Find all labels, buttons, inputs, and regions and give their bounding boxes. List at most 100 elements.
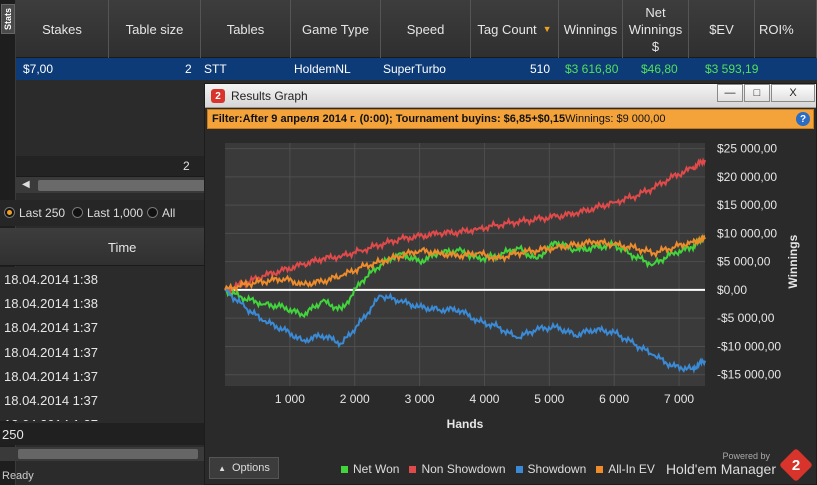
radio-last-250[interactable] bbox=[4, 207, 15, 218]
col-speed[interactable]: Speed bbox=[381, 0, 471, 58]
x-tick-label: 1 000 bbox=[275, 392, 305, 406]
legend-swatch bbox=[341, 465, 348, 473]
cell-net-winnings: $46,80 bbox=[641, 62, 678, 76]
col-tag-count[interactable]: Tag Count ▼ bbox=[471, 0, 559, 58]
col-ev[interactable]: $EV bbox=[689, 0, 755, 58]
hand-count: 250 bbox=[0, 423, 204, 445]
results-chart: $25 000,00 $20 000,00 $15 000,00 $10 000,00… bbox=[205, 130, 816, 440]
series-lines bbox=[224, 157, 706, 375]
x-axis-label: Hands bbox=[447, 417, 484, 431]
results-graph-window: 2 Results Graph — □ X Filter: After 9 ап… bbox=[204, 83, 817, 485]
series-line-showdown bbox=[224, 287, 706, 375]
hands-filter-row: Last 250 Last 1,000 All bbox=[0, 200, 204, 226]
cell-ev: $3 593,19 bbox=[705, 62, 759, 76]
legend-swatch bbox=[409, 465, 417, 473]
cell-winnings: $3 616,80 bbox=[565, 62, 619, 76]
chart-svg: $25 000,00 $20 000,00 $15 000,00 $10 000,00… bbox=[224, 142, 800, 431]
window-title: Results Graph bbox=[231, 89, 308, 103]
chart-legend: Net Won Non Showdown Showdown All-In EV bbox=[341, 461, 665, 477]
maximize-button[interactable]: □ bbox=[744, 84, 770, 102]
scroll-left-icon[interactable]: ◀ bbox=[22, 179, 30, 190]
x-tick-label: 4 000 bbox=[469, 392, 499, 406]
legend-item-net-won[interactable]: Net Won bbox=[341, 461, 399, 477]
cell-stakes: $7,00 bbox=[23, 62, 54, 76]
x-tick-label: 2 000 bbox=[340, 392, 370, 406]
chevron-up-icon: ▲ bbox=[218, 463, 226, 473]
list-scroll-thumb[interactable] bbox=[18, 449, 198, 459]
series-line-non-showdown bbox=[224, 157, 706, 295]
x-tick-label: 7 000 bbox=[664, 392, 694, 406]
x-tick-labels: 1 000 2 000 3 000 4 000 5 000 6 000 7 000 bbox=[275, 392, 695, 406]
filter-bar[interactable]: Filter: After 9 апреля 2014 г. (0:00); T… bbox=[207, 109, 814, 129]
list-item[interactable]: 18.04.2014 1:37 bbox=[4, 368, 98, 384]
radio-all[interactable] bbox=[147, 207, 158, 218]
filter-prefix: Filter: bbox=[212, 113, 243, 125]
y-tick-label: $20 000,00 bbox=[717, 170, 777, 184]
col-winnings[interactable]: Winnings bbox=[559, 0, 623, 58]
options-label: Options bbox=[232, 462, 270, 474]
legend-swatch bbox=[596, 465, 604, 473]
list-horizontal-scrollbar[interactable] bbox=[0, 447, 204, 461]
hm-logo-icon: 2 bbox=[779, 448, 813, 482]
y-tick-label: $10 000,00 bbox=[717, 226, 777, 240]
y-tick-label: $5 000,00 bbox=[717, 255, 771, 269]
list-item[interactable]: 18.04.2014 1:37 bbox=[4, 344, 98, 360]
scroll-thumb[interactable] bbox=[38, 180, 208, 191]
hm-logo-text: 2 bbox=[791, 456, 801, 474]
options-button[interactable]: ▲ Options bbox=[209, 457, 279, 479]
series-line-all-in-ev bbox=[224, 233, 706, 294]
close-button[interactable]: X bbox=[771, 84, 815, 102]
cell-speed: SuperTurbo bbox=[383, 62, 446, 76]
cell-tables: STT bbox=[204, 62, 227, 76]
stats-tab[interactable]: Stats bbox=[1, 4, 15, 34]
y-tick-label: $15 000,00 bbox=[717, 198, 777, 212]
sort-desc-icon: ▼ bbox=[542, 23, 552, 34]
col-stakes[interactable]: Stakes bbox=[16, 0, 109, 58]
col-tag-count-label: Tag Count bbox=[477, 21, 537, 37]
horizontal-scrollbar[interactable]: ◀ bbox=[16, 176, 208, 193]
radio-last-250-label[interactable]: Last 250 bbox=[19, 206, 66, 220]
x-tick-label: 3 000 bbox=[405, 392, 435, 406]
time-header-label: Time bbox=[108, 240, 137, 255]
legend-item-all-in-ev[interactable]: All-In EV bbox=[596, 461, 655, 477]
radio-last-1000[interactable] bbox=[72, 207, 83, 218]
filter-winnings: Winnings: $9 000,00 bbox=[565, 113, 666, 125]
y-tick-label: -$5 000,00 bbox=[717, 311, 775, 325]
time-column-header[interactable]: Time bbox=[0, 228, 204, 266]
col-table-size[interactable]: Table size bbox=[109, 0, 201, 58]
x-tick-label: 6 000 bbox=[599, 392, 629, 406]
list-item[interactable]: 18.04.2014 1:37 bbox=[4, 320, 98, 336]
y-tick-label: $25 000,00 bbox=[717, 142, 777, 156]
branding: Powered by Hold'em Manager 2 bbox=[660, 446, 813, 482]
x-tick-label: 5 000 bbox=[534, 392, 564, 406]
legend-label: Net Won bbox=[353, 462, 400, 476]
minimize-button[interactable]: — bbox=[717, 84, 743, 102]
list-item[interactable]: 18.04.2014 1:38 bbox=[4, 295, 98, 311]
list-item[interactable]: 18.04.2014 1:37 bbox=[0, 413, 204, 421]
legend-label: All-In EV bbox=[608, 462, 655, 476]
help-icon[interactable]: ? bbox=[796, 112, 810, 126]
legend-item-non-showdown[interactable]: Non Showdown bbox=[409, 461, 506, 477]
y-tick-label: -$15 000,00 bbox=[717, 368, 781, 382]
y-axis-label: Winnings bbox=[786, 234, 800, 288]
y-tick-label: -$10 000,00 bbox=[717, 339, 781, 353]
radio-last-1000-label[interactable]: Last 1,000 bbox=[87, 206, 144, 220]
list-item[interactable]: 18.04.2014 1:37 bbox=[4, 393, 98, 409]
col-game-type[interactable]: Game Type bbox=[291, 0, 381, 58]
list-item[interactable]: 18.04.2014 1:38 bbox=[4, 271, 98, 287]
table-empty-area bbox=[16, 80, 204, 156]
totals-row: 2 bbox=[16, 156, 204, 176]
window-titlebar[interactable]: 2 Results Graph — □ X bbox=[205, 84, 816, 108]
table-row[interactable]: $7,00 2 STT HoldemNL SuperTurbo 510 $3 6… bbox=[16, 58, 817, 80]
col-net-winnings[interactable]: Net Winnings $ bbox=[623, 0, 689, 58]
y-tick-label: $0,00 bbox=[717, 283, 747, 297]
radio-all-label[interactable]: All bbox=[162, 206, 176, 220]
status-text: Ready bbox=[2, 470, 34, 482]
legend-item-showdown[interactable]: Showdown bbox=[515, 461, 587, 477]
col-tables[interactable]: Tables bbox=[201, 0, 291, 58]
brand-name: Hold'em Manager bbox=[665, 461, 776, 477]
stats-table-header: Stakes Table size Tables Game Type Speed… bbox=[16, 0, 817, 58]
legend-label: Showdown bbox=[527, 462, 587, 476]
col-roi[interactable]: ROI% bbox=[755, 0, 817, 58]
